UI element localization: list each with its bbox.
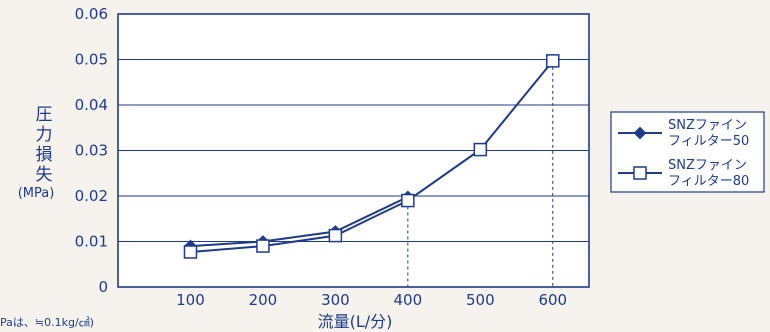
series-2-point <box>546 54 560 68</box>
series-2-point <box>473 142 488 157</box>
legend-label-series-1-line-1: SNZファイン <box>668 118 747 133</box>
series-line-2 <box>190 60 554 253</box>
reference-lines <box>407 60 554 287</box>
axes: 0 0.01 0.02 0.03 0.04 0.05 0.06 100 200 300 400 500… <box>75 5 590 309</box>
legend: SNZファイン フィルター50 SNZファイン フィルター80 <box>610 111 765 193</box>
unit-note: Paは、≒0.1kg/㎠) <box>0 316 94 329</box>
y-axis-label-char-2: 力 <box>36 125 53 145</box>
series-2-point <box>328 228 343 243</box>
x-tick-label: 100 <box>176 291 205 309</box>
x-tick-label: 200 <box>249 291 278 309</box>
x-tick-label: 500 <box>466 291 495 309</box>
series-layer <box>183 54 560 259</box>
x-tick-label: 300 <box>321 291 350 309</box>
plot-border <box>117 13 590 288</box>
series-2-point <box>256 239 270 253</box>
x-tick-label: 400 <box>394 291 423 309</box>
y-tick-label: 0.06 <box>75 5 108 23</box>
series-2-point <box>183 245 198 259</box>
series-line-1 <box>190 195 409 248</box>
legend-label-series-2-line-2: フィルター80 <box>668 174 749 189</box>
legend-label-series-1-line-2: フィルター50 <box>668 134 749 149</box>
legend-marker-series-2 <box>633 166 647 180</box>
y-tick-label: 0.05 <box>75 51 108 69</box>
y-tick-label: 0.03 <box>75 142 108 160</box>
x-tick-label: 600 <box>538 291 567 309</box>
legend-label-series-2-line-1: SNZファイン <box>668 158 747 173</box>
grid-layer <box>118 14 589 287</box>
y-axis-unit: (MPa) <box>18 186 55 201</box>
y-axis-label-char-3: 損 <box>36 145 53 165</box>
y-tick-label: 0.02 <box>75 187 108 205</box>
y-tick-label: 0.04 <box>75 96 108 114</box>
y-tick-label: 0.01 <box>75 233 108 251</box>
y-tick-label: 0 <box>98 278 108 296</box>
x-axis-label: 流量(L/分) <box>318 312 393 331</box>
y-axis-label-char-4: 失 <box>36 165 53 185</box>
series-2-point <box>401 193 415 208</box>
y-axis-label-char-1: 圧 <box>36 105 53 125</box>
